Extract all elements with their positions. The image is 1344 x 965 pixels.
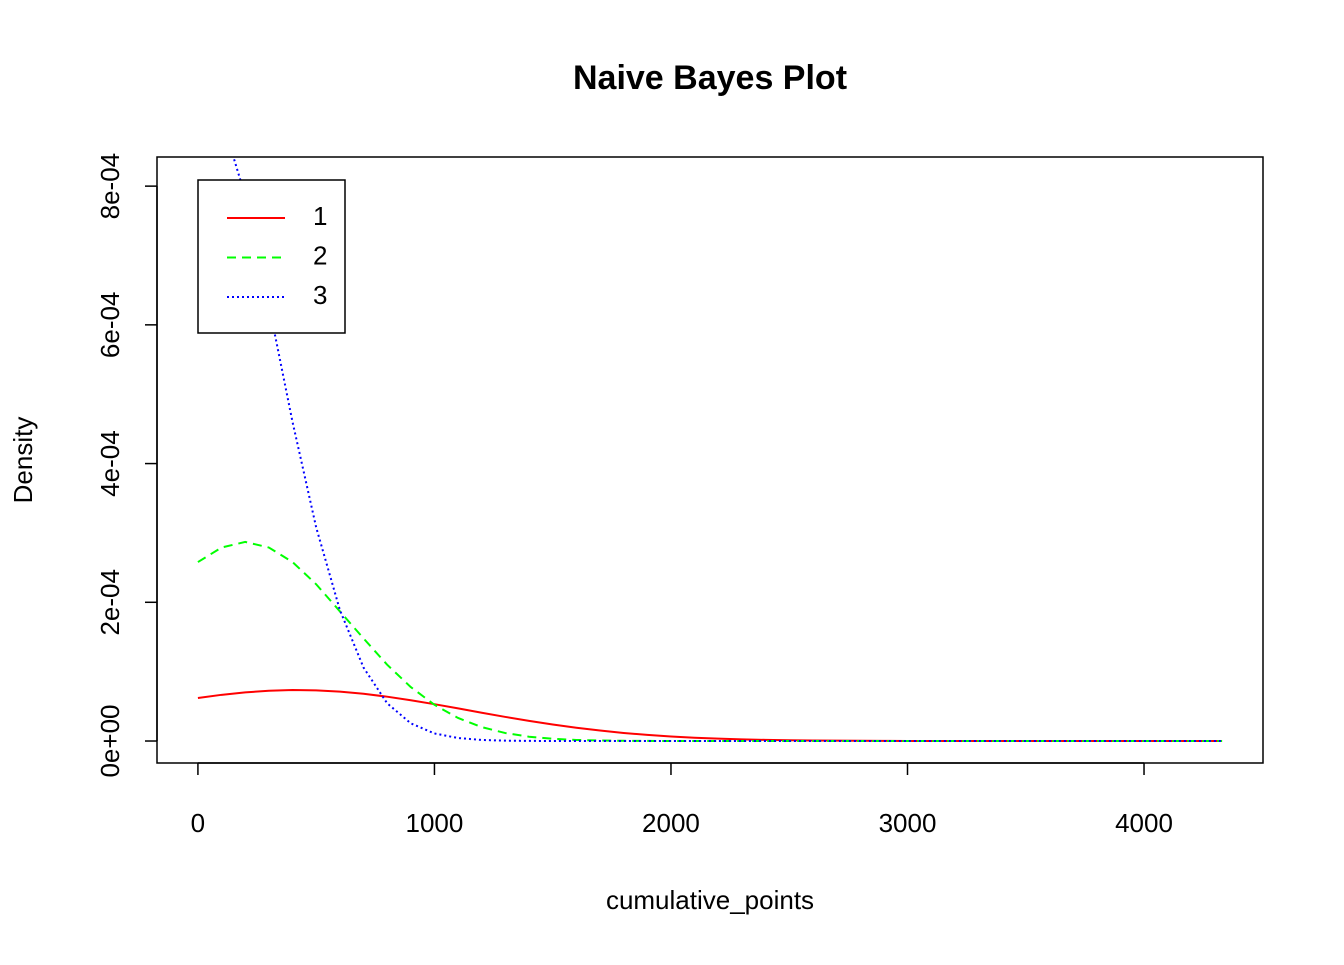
y-tick-label: 2e-04 [95, 569, 125, 636]
x-tick-label: 2000 [642, 808, 700, 838]
y-tick-label: 8e-04 [95, 153, 125, 220]
chart-title: Naive Bayes Plot [573, 59, 847, 97]
series-line [197, 540, 1223, 743]
x-axis-label: cumulative_points [606, 885, 814, 915]
legend-box [197, 179, 346, 334]
legend-label: 1 [313, 201, 327, 231]
x-tick-label: 3000 [879, 808, 937, 838]
series-line [197, 689, 1223, 743]
y-axis-label: Density [8, 417, 38, 504]
x-tick-label: 0 [191, 808, 205, 838]
plot-area [197, 157, 1223, 743]
series-line [232, 157, 1223, 743]
legend-label: 2 [313, 240, 327, 270]
y-tick-label: 4e-04 [95, 430, 125, 497]
y-tick-label: 0e+00 [95, 704, 125, 777]
x-tick-label: 1000 [406, 808, 464, 838]
legend-label: 3 [313, 280, 327, 310]
x-tick-label: 4000 [1115, 808, 1173, 838]
y-tick-label: 6e-04 [95, 292, 125, 359]
